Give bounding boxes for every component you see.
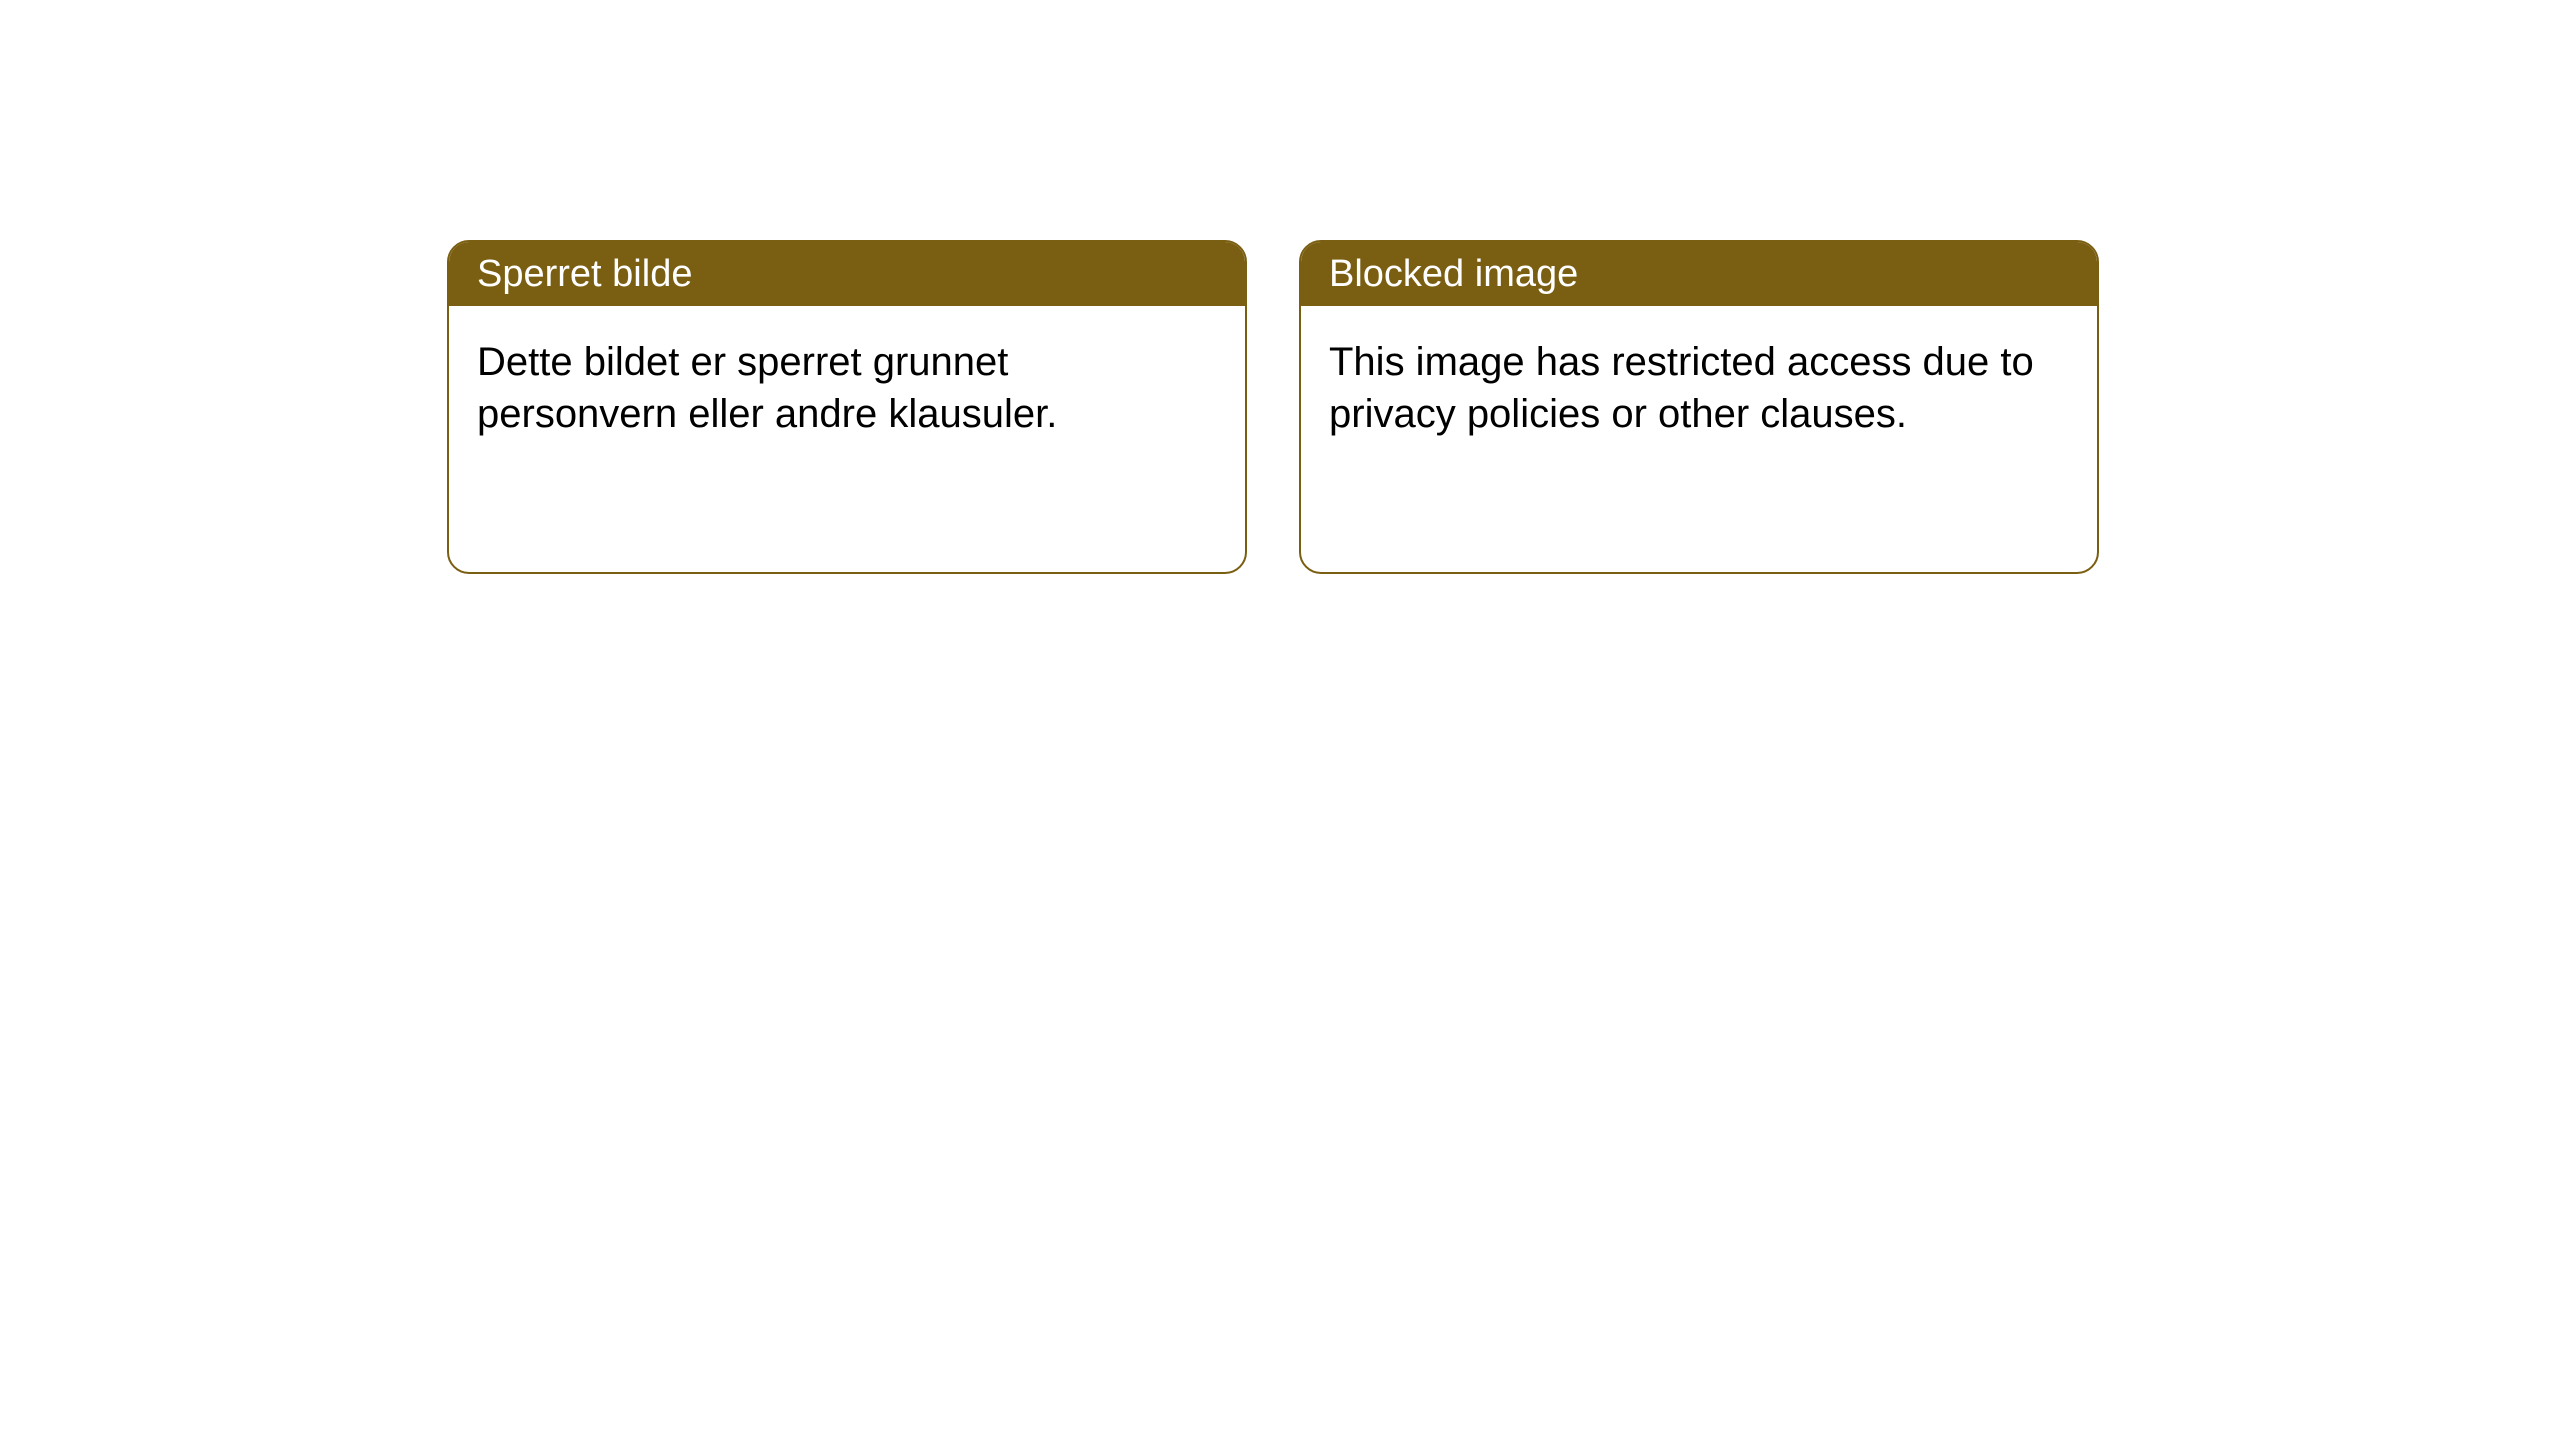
card-header-text: Blocked image	[1329, 253, 1578, 296]
notice-container: Sperret bilde Dette bildet er sperret gr…	[447, 240, 2099, 574]
card-header: Sperret bilde	[449, 242, 1245, 306]
card-header-text: Sperret bilde	[477, 253, 692, 296]
card-body-text: This image has restricted access due to …	[1329, 340, 2034, 436]
card-body-text: Dette bildet er sperret grunnet personve…	[477, 340, 1057, 436]
card-body: Dette bildet er sperret grunnet personve…	[449, 306, 1245, 470]
card-header: Blocked image	[1301, 242, 2097, 306]
notice-card-norwegian: Sperret bilde Dette bildet er sperret gr…	[447, 240, 1247, 574]
notice-card-english: Blocked image This image has restricted …	[1299, 240, 2099, 574]
card-body: This image has restricted access due to …	[1301, 306, 2097, 470]
